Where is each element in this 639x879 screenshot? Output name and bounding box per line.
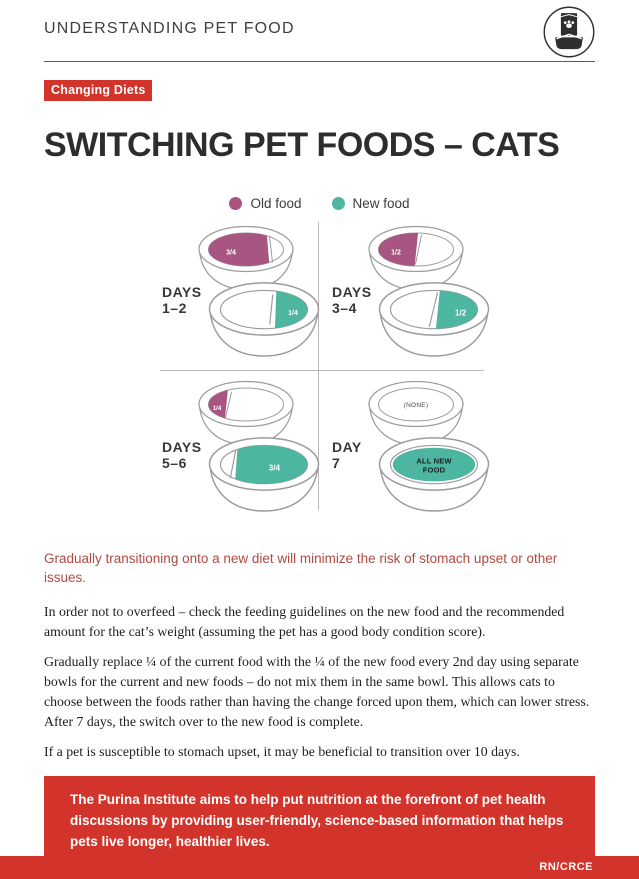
old-food-bowl: 1/2 xyxy=(368,226,464,291)
body-copy: In order not to overfeed – check the fee… xyxy=(44,602,595,762)
category-badge: Changing Diets xyxy=(44,80,153,101)
legend-item-old-food: Old food xyxy=(229,196,302,212)
new-food-bowl: 3/4 xyxy=(208,437,320,513)
all-new-food-label-line1: ALL NEW xyxy=(416,457,452,466)
paragraph: Gradually replace ¼ of the current food … xyxy=(44,654,590,730)
old-portion-label: 1/2 xyxy=(391,250,401,257)
old-food-bowl: 3/4 xyxy=(198,226,294,291)
diagram-vertical-divider xyxy=(318,222,319,511)
day-label: DAYS 1–2 xyxy=(162,284,202,317)
quadrant-days-1-2: 3/4 1/4 DAYS 1–2 xyxy=(160,220,330,372)
old-portion-label: 1/4 xyxy=(213,406,222,412)
page-title: SWITCHING PET FOODS – CATS xyxy=(44,126,560,164)
highlight-sentence: Gradually transitioning onto a new diet … xyxy=(44,551,558,586)
day-label: DAYS 3–4 xyxy=(332,284,372,317)
new-portion-label: 1/2 xyxy=(455,309,467,318)
new-portion-label: 3/4 xyxy=(269,464,281,473)
new-food-bowl-full: ALL NEW FOOD xyxy=(378,437,490,513)
quadrant-days-5-6: 1/4 3/4 DAYS 5–6 xyxy=(160,375,330,527)
new-food-bowl: 1/4 xyxy=(208,282,320,358)
purina-institute-info-box: The Purina Institute aims to help put nu… xyxy=(44,776,595,868)
diagram-horizontal-divider xyxy=(160,370,484,372)
quadrant-day-7: (NONE) ALL NEW FOOD DAY 7 xyxy=(330,375,500,527)
header-title: UNDERSTANDING PET FOOD xyxy=(44,20,295,37)
old-food-swatch-icon xyxy=(229,197,243,211)
legend-item-new-food: New food xyxy=(331,196,410,212)
old-food-bowl: 1/4 xyxy=(198,381,294,446)
old-portion-label: 3/4 xyxy=(226,250,236,257)
quadrant-days-3-4: 1/2 1/2 DAYS 3–4 xyxy=(330,220,500,372)
day-label: DAYS 5–6 xyxy=(162,439,202,472)
legend: Old food New food xyxy=(0,196,639,211)
new-food-bowl: 1/2 xyxy=(378,282,490,358)
page-header: UNDERSTANDING PET FOOD xyxy=(44,0,595,62)
footer-code: RN/CRCE xyxy=(539,861,593,873)
paragraph: In order not to overfeed – check the fee… xyxy=(44,604,565,640)
legend-old-label: Old food xyxy=(250,196,302,212)
old-food-bowl-empty: (NONE) xyxy=(368,381,464,446)
new-portion-label: 1/4 xyxy=(288,310,298,317)
none-label: (NONE) xyxy=(404,402,429,409)
legend-new-label: New food xyxy=(352,196,410,212)
paragraph: If a pet is susceptible to stomach upset… xyxy=(44,744,520,760)
transition-diagram: Old food New food 3/4 xyxy=(0,192,639,524)
new-food-swatch-icon xyxy=(331,197,345,211)
all-new-food-label-line2: FOOD xyxy=(423,466,446,475)
pet-food-bag-bowl-icon xyxy=(543,6,595,58)
footer-bar: RN/CRCE xyxy=(0,856,639,879)
day-label: DAY 7 xyxy=(332,439,362,472)
